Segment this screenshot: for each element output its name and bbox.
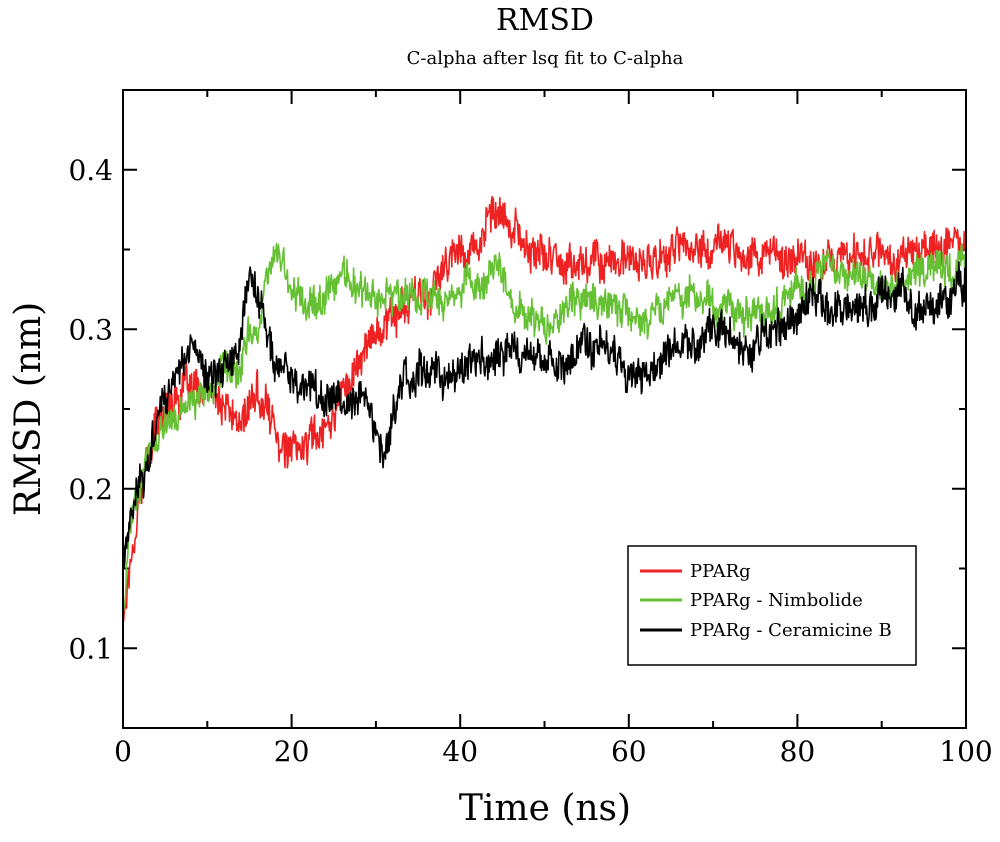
- x-tick-label: 20: [274, 735, 310, 768]
- legend: PPARg PPARg - Nimbolide PPARg - Ceramici…: [627, 545, 917, 666]
- x-tick-label: 60: [611, 735, 647, 768]
- x-tick-label: 0: [114, 735, 132, 768]
- plot-frame: [122, 89, 967, 729]
- legend-box: [627, 545, 917, 666]
- y-tick-label: 0.4: [68, 154, 113, 187]
- legend-label-nimbolide: PPARg - Nimbolide: [690, 590, 863, 611]
- chart-subtitle: C-alpha after lsq fit to C-alpha: [407, 48, 684, 69]
- legend-label-ceramicine-b: PPARg - Ceramicine B: [690, 620, 892, 641]
- y-tick-label: 0.2: [68, 473, 113, 506]
- series-group: [122, 195, 967, 623]
- x-tick-label: 100: [939, 735, 992, 768]
- y-tick-label: 0.3: [68, 313, 113, 346]
- series-nimbolide-line: [122, 242, 967, 612]
- y-tick-label: 0.1: [68, 632, 113, 665]
- tick-label-group: 0 20 40 60 80 100 0.1 0.2 0.3 0.4: [68, 154, 992, 768]
- legend-label-pparg: PPARg: [690, 561, 751, 582]
- x-axis-label: Time (ns): [459, 788, 631, 829]
- chart-title: RMSD: [496, 3, 594, 38]
- x-tick-label: 40: [442, 735, 478, 768]
- series-ceramicine-b-line: [122, 261, 967, 569]
- x-tick-label: 80: [780, 735, 816, 768]
- y-axis-label: RMSD (nm): [8, 302, 49, 516]
